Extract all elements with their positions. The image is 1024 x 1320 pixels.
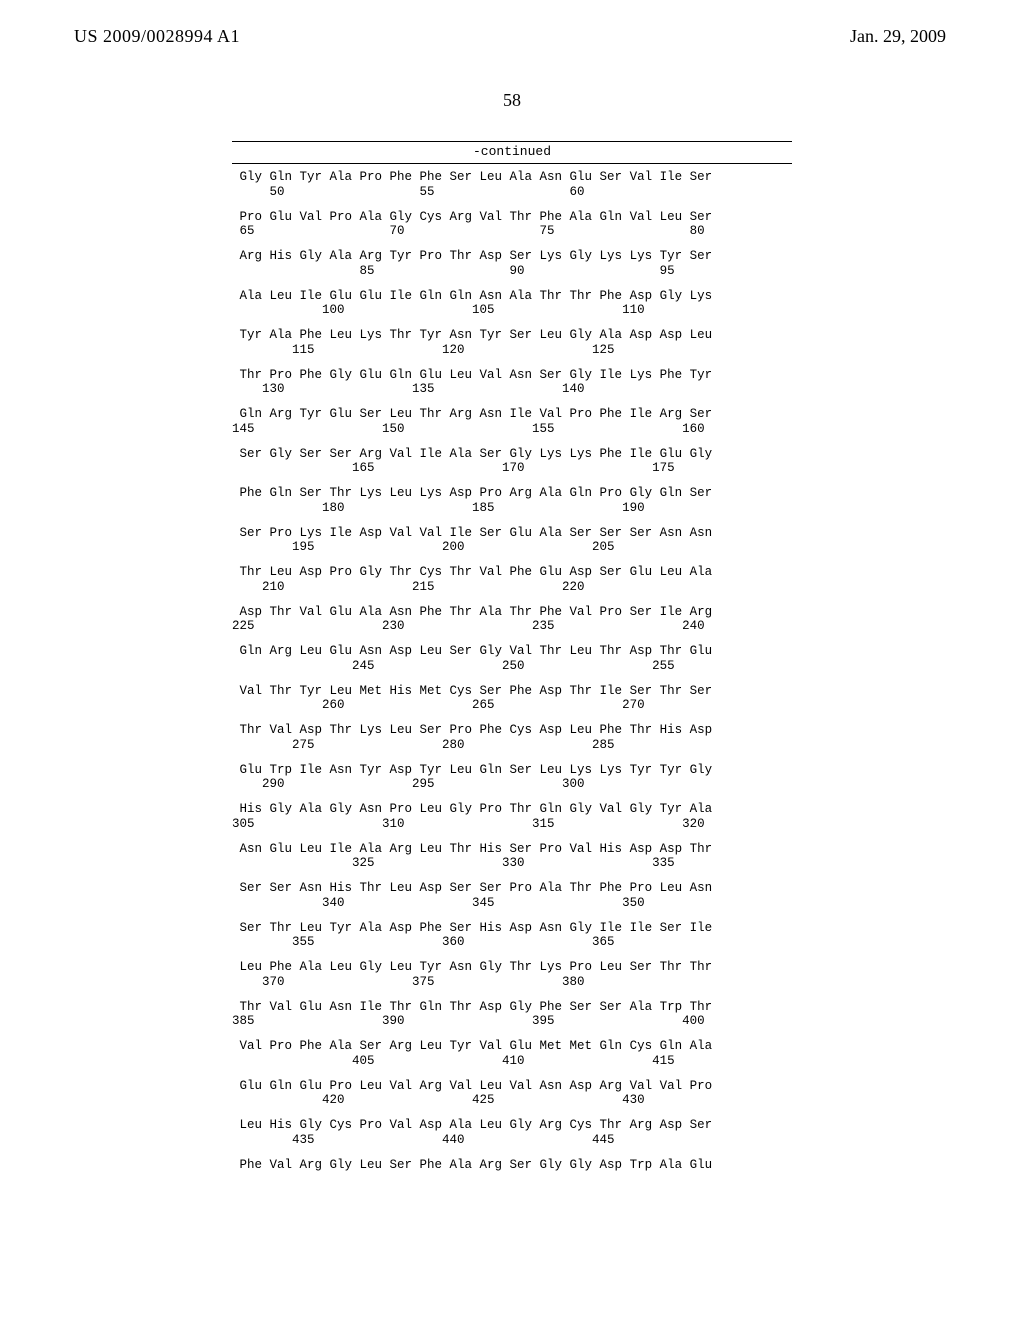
sequence-residue-line: Ser Ser Asn His Thr Leu Asp Ser Ser Pro … [232,881,792,896]
sequence-number-line: 290 295 300 [232,777,792,792]
sequence-residue-line: Leu Phe Ala Leu Gly Leu Tyr Asn Gly Thr … [232,960,792,975]
sequence-number-line: 65 70 75 80 [232,224,792,239]
sequence-number-line: 165 170 175 [232,461,792,476]
sequence-residue-line: His Gly Ala Gly Asn Pro Leu Gly Pro Thr … [232,802,792,817]
sequence-number-line: 115 120 125 [232,343,792,358]
sequence-block: Gly Gln Tyr Ala Pro Phe Phe Ser Leu Ala … [232,163,792,1172]
sequence-number-line: 180 185 190 [232,501,792,516]
sequence-residue-line: Tyr Ala Phe Leu Lys Thr Tyr Asn Tyr Ser … [232,328,792,343]
sequence-residue-line: Ser Gly Ser Ser Arg Val Ile Ala Ser Gly … [232,447,792,462]
sequence-group: Leu Phe Ala Leu Gly Leu Tyr Asn Gly Thr … [232,960,792,990]
sequence-number-line: 305 310 315 320 [232,817,792,832]
sequence-residue-line: Pro Glu Val Pro Ala Gly Cys Arg Val Thr … [232,210,792,225]
rule-top [232,141,792,142]
sequence-residue-line: Gln Arg Leu Glu Asn Asp Leu Ser Gly Val … [232,644,792,659]
sequence-number-line: 355 360 365 [232,935,792,950]
sequence-residue-line: Thr Pro Phe Gly Glu Gln Glu Leu Val Asn … [232,368,792,383]
sequence-residue-line: Glu Trp Ile Asn Tyr Asp Tyr Leu Gln Ser … [232,763,792,778]
sequence-group: Ser Ser Asn His Thr Leu Asp Ser Ser Pro … [232,881,792,911]
sequence-residue-line: Arg His Gly Ala Arg Tyr Pro Thr Asp Ser … [232,249,792,264]
sequence-number-line: 435 440 445 [232,1133,792,1148]
sequence-group: Thr Leu Asp Pro Gly Thr Cys Thr Val Phe … [232,565,792,595]
sequence-group: Glu Trp Ile Asn Tyr Asp Tyr Leu Gln Ser … [232,763,792,793]
sequence-group: His Gly Ala Gly Asn Pro Leu Gly Pro Thr … [232,802,792,832]
sequence-number-line: 130 135 140 [232,382,792,397]
sequence-group: Val Thr Tyr Leu Met His Met Cys Ser Phe … [232,684,792,714]
sequence-group: Ala Leu Ile Glu Glu Ile Gln Gln Asn Ala … [232,289,792,319]
sequence-number-line: 225 230 235 240 [232,619,792,634]
sequence-number-line: 325 330 335 [232,856,792,871]
sequence-group: Phe Val Arg Gly Leu Ser Phe Ala Arg Ser … [232,1158,792,1173]
sequence-number-line: 145 150 155 160 [232,422,792,437]
sequence-number-line: 370 375 380 [232,975,792,990]
header-pub-number: US 2009/0028994 A1 [74,26,240,47]
sequence-group: Thr Val Glu Asn Ile Thr Gln Thr Asp Gly … [232,1000,792,1030]
sequence-number-line: 210 215 220 [232,580,792,595]
sequence-group: Asp Thr Val Glu Ala Asn Phe Thr Ala Thr … [232,605,792,635]
sequence-group: Tyr Ala Phe Leu Lys Thr Tyr Asn Tyr Ser … [232,328,792,358]
sequence-group: Asn Glu Leu Ile Ala Arg Leu Thr His Ser … [232,842,792,872]
sequence-residue-line: Phe Gln Ser Thr Lys Leu Lys Asp Pro Arg … [232,486,792,501]
sequence-number-line: 260 265 270 [232,698,792,713]
sequence-number-line: 420 425 430 [232,1093,792,1108]
sequence-group: Gln Arg Tyr Glu Ser Leu Thr Arg Asn Ile … [232,407,792,437]
sequence-residue-line: Leu His Gly Cys Pro Val Asp Ala Leu Gly … [232,1118,792,1133]
sequence-group: Gly Gln Tyr Ala Pro Phe Phe Ser Leu Ala … [232,170,792,200]
sequence-group: Thr Val Asp Thr Lys Leu Ser Pro Phe Cys … [232,723,792,753]
sequence-number-line: 195 200 205 [232,540,792,555]
sequence-group: Ser Gly Ser Ser Arg Val Ile Ala Ser Gly … [232,447,792,477]
sequence-residue-line: Ser Thr Leu Tyr Ala Asp Phe Ser His Asp … [232,921,792,936]
sequence-residue-line: Phe Val Arg Gly Leu Ser Phe Ala Arg Ser … [232,1158,792,1173]
sequence-residue-line: Gly Gln Tyr Ala Pro Phe Phe Ser Leu Ala … [232,170,792,185]
sequence-group: Thr Pro Phe Gly Glu Gln Glu Leu Val Asn … [232,368,792,398]
sequence-number-line: 385 390 395 400 [232,1014,792,1029]
sequence-number-line: 245 250 255 [232,659,792,674]
sequence-residue-line: Ala Leu Ile Glu Glu Ile Gln Gln Asn Ala … [232,289,792,304]
sequence-group: Leu His Gly Cys Pro Val Asp Ala Leu Gly … [232,1118,792,1148]
sequence-group: Pro Glu Val Pro Ala Gly Cys Arg Val Thr … [232,210,792,240]
sequence-number-line: 275 280 285 [232,738,792,753]
sequence-residue-line: Val Pro Phe Ala Ser Arg Leu Tyr Val Glu … [232,1039,792,1054]
sequence-residue-line: Asn Glu Leu Ile Ala Arg Leu Thr His Ser … [232,842,792,857]
sequence-residue-line: Gln Arg Tyr Glu Ser Leu Thr Arg Asn Ile … [232,407,792,422]
sequence-residue-line: Thr Val Glu Asn Ile Thr Gln Thr Asp Gly … [232,1000,792,1015]
sequence-number-line: 50 55 60 [232,185,792,200]
sequence-group: Gln Arg Leu Glu Asn Asp Leu Ser Gly Val … [232,644,792,674]
sequence-residue-line: Val Thr Tyr Leu Met His Met Cys Ser Phe … [232,684,792,699]
sequence-residue-line: Asp Thr Val Glu Ala Asn Phe Thr Ala Thr … [232,605,792,620]
header-date: Jan. 29, 2009 [850,26,946,47]
sequence-number-line: 100 105 110 [232,303,792,318]
sequence-group: Arg His Gly Ala Arg Tyr Pro Thr Asp Ser … [232,249,792,279]
sequence-group: Glu Gln Glu Pro Leu Val Arg Val Leu Val … [232,1079,792,1109]
continued-label: -continued [0,144,1024,159]
sequence-number-line: 85 90 95 [232,264,792,279]
sequence-residue-line: Ser Pro Lys Ile Asp Val Val Ile Ser Glu … [232,526,792,541]
sequence-group: Ser Thr Leu Tyr Ala Asp Phe Ser His Asp … [232,921,792,951]
sequence-group: Ser Pro Lys Ile Asp Val Val Ile Ser Glu … [232,526,792,556]
sequence-number-line: 405 410 415 [232,1054,792,1069]
sequence-group: Val Pro Phe Ala Ser Arg Leu Tyr Val Glu … [232,1039,792,1069]
page-container: US 2009/0028994 A1 Jan. 29, 2009 58 -con… [0,0,1024,1320]
sequence-residue-line: Thr Val Asp Thr Lys Leu Ser Pro Phe Cys … [232,723,792,738]
sequence-number-line: 340 345 350 [232,896,792,911]
sequence-group: Phe Gln Ser Thr Lys Leu Lys Asp Pro Arg … [232,486,792,516]
page-number: 58 [0,90,1024,111]
sequence-residue-line: Thr Leu Asp Pro Gly Thr Cys Thr Val Phe … [232,565,792,580]
sequence-residue-line: Glu Gln Glu Pro Leu Val Arg Val Leu Val … [232,1079,792,1094]
